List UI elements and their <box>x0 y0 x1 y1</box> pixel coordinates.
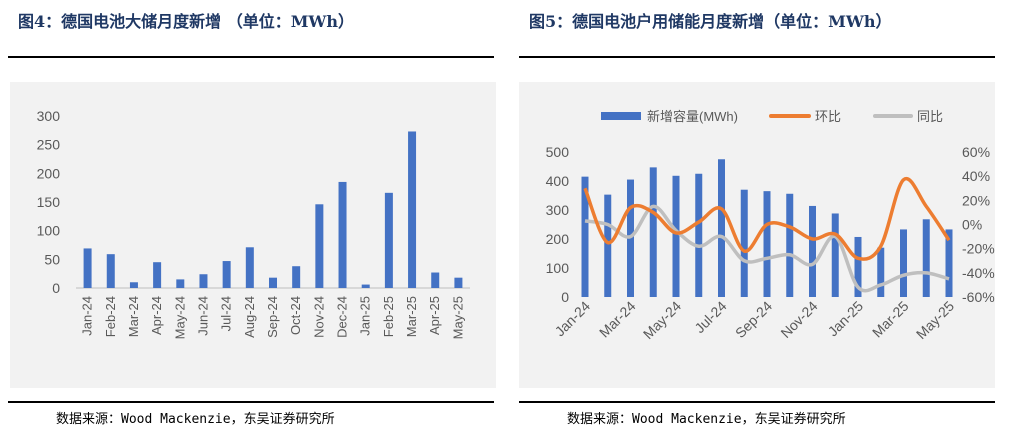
mom-line <box>583 176 951 261</box>
bar <box>83 248 92 288</box>
bar <box>106 254 115 288</box>
bar <box>153 262 162 288</box>
y-tick-label: 100 <box>37 223 61 239</box>
x-tick-label: May-25 <box>913 298 957 342</box>
x-tick-label: Feb-25 <box>381 296 396 337</box>
y-tick-label: 0 <box>52 280 60 296</box>
y-tick-label: 150 <box>37 194 61 210</box>
x-tick-label: Sep-24 <box>265 296 280 338</box>
bar <box>269 277 277 288</box>
y-tick-label: 300 <box>546 202 570 218</box>
bar <box>199 274 208 288</box>
y-tick-label: 500 <box>546 144 570 160</box>
y2-tick-label: 20% <box>962 192 990 208</box>
bar <box>854 236 862 297</box>
x-tick-label: Mar-25 <box>869 298 912 341</box>
left-top-rule <box>8 56 494 58</box>
bar <box>315 204 324 288</box>
x-tick-label: Jul-24 <box>219 296 234 331</box>
bar <box>245 247 254 288</box>
bar <box>604 194 612 297</box>
bar <box>292 266 301 288</box>
right-figure-panel: 图5：德国电池户用储能月度新增（单位：MWh） 新增容量(MWh) 环比 同比 0 10… <box>517 0 1009 433</box>
x-tick-label: Jan-24 <box>552 298 594 340</box>
right-source-note: 数据来源：Wood Mackenzie，东吴证券研究所 <box>567 412 846 427</box>
left-figure-panel: 图4：德国电池大储月度新增 （单位：MWh） 0 50 100 150 200 250 30… <box>0 0 498 433</box>
x-tick-label: Nov-24 <box>311 296 326 338</box>
bar <box>922 219 930 297</box>
x-tick-label: May-24 <box>172 296 187 339</box>
y-tick-label: 200 <box>37 165 61 181</box>
y2-tick-label: -60% <box>962 289 995 305</box>
bar <box>740 189 748 297</box>
x-tick-label: Jan-25 <box>825 298 867 340</box>
x-tick-label: Dec-24 <box>335 296 350 338</box>
x-tick-label: Apr-24 <box>149 296 164 335</box>
left-chart-area: 0 50 100 150 200 250 300 Jan-24 Feb-24 Mar-24 Apr-… <box>10 82 496 388</box>
bar <box>176 279 185 288</box>
bar <box>763 191 771 297</box>
bar <box>945 229 953 297</box>
x-tick-label: Jun-24 <box>195 296 210 336</box>
right-bottom-rule <box>519 401 995 403</box>
y2-tick-label: 0% <box>962 217 982 233</box>
bar <box>454 277 463 288</box>
right-combo-chart: 新增容量(MWh) 环比 同比 0 100 200 300 400 500 60% 40% 20% 0%… <box>546 109 995 342</box>
left-figure-title: 图4：德国电池大储月度新增 （单位：MWh） <box>18 12 355 31</box>
left-bottom-rule <box>8 401 494 403</box>
right-chart-area: 新增容量(MWh) 环比 同比 0 100 200 300 400 500 60% 40% 20% 0%… <box>519 82 995 388</box>
legend-label: 新增容量(MWh) <box>647 109 738 124</box>
bar <box>831 213 839 297</box>
bar <box>431 272 440 288</box>
x-tick-label: Nov-24 <box>777 298 820 341</box>
x-tick-label: May-24 <box>640 298 684 342</box>
y-tick-label: 200 <box>546 231 570 247</box>
legend-label: 同比 <box>917 109 943 124</box>
bar <box>718 159 725 297</box>
y2-tick-label: 40% <box>962 168 990 184</box>
right-figure-title: 图5：德国电池户用储能月度新增（单位：MWh） <box>529 12 892 31</box>
x-tick-label: Sep-24 <box>732 298 775 341</box>
legend-swatch-bar <box>601 112 641 120</box>
x-tick-label: Jan-24 <box>80 296 95 336</box>
x-tick-label: Mar-25 <box>404 296 419 337</box>
left-source-note: 数据来源：Wood Mackenzie，东吴证券研究所 <box>56 412 335 427</box>
x-tick-label: May-25 <box>450 296 465 339</box>
y2-tick-label: 60% <box>962 144 990 160</box>
bar <box>338 181 347 288</box>
bar <box>877 247 885 297</box>
bar <box>649 167 657 297</box>
bar <box>408 131 417 288</box>
x-tick-label: Mar-24 <box>126 296 141 337</box>
left-bar-chart: 0 50 100 150 200 250 300 Jan-24 Feb-24 Mar-24 Apr-… <box>37 108 470 339</box>
x-tick-label: Oct-24 <box>288 296 303 335</box>
x-tick-label: Aug-24 <box>242 296 257 338</box>
y-tick-label: 50 <box>44 251 60 267</box>
x-tick-label: Jan-25 <box>358 296 373 336</box>
bar <box>222 261 231 288</box>
bar <box>384 192 393 288</box>
bar <box>129 282 138 288</box>
y-tick-label: 300 <box>37 108 61 124</box>
x-tick-label: Mar-24 <box>596 298 639 341</box>
yoy-line <box>584 204 950 293</box>
x-tick-label: Jul-24 <box>691 298 729 336</box>
x-tick-label: Feb-24 <box>103 296 118 337</box>
y2-tick-label: -20% <box>962 241 995 257</box>
right-top-rule <box>519 56 995 58</box>
legend-label: 环比 <box>815 109 841 124</box>
bar <box>786 193 794 297</box>
bar <box>361 284 370 288</box>
y-tick-label: 400 <box>546 173 570 189</box>
x-tick-label: Apr-25 <box>427 296 442 335</box>
bar <box>581 176 589 297</box>
bar <box>695 173 703 297</box>
bar <box>900 229 907 297</box>
y-tick-label: 250 <box>37 137 61 153</box>
bar <box>809 205 816 297</box>
y-tick-label: 0 <box>561 289 569 305</box>
y2-tick-label: -40% <box>962 265 995 281</box>
bar <box>672 175 680 297</box>
y-tick-label: 100 <box>546 260 570 276</box>
